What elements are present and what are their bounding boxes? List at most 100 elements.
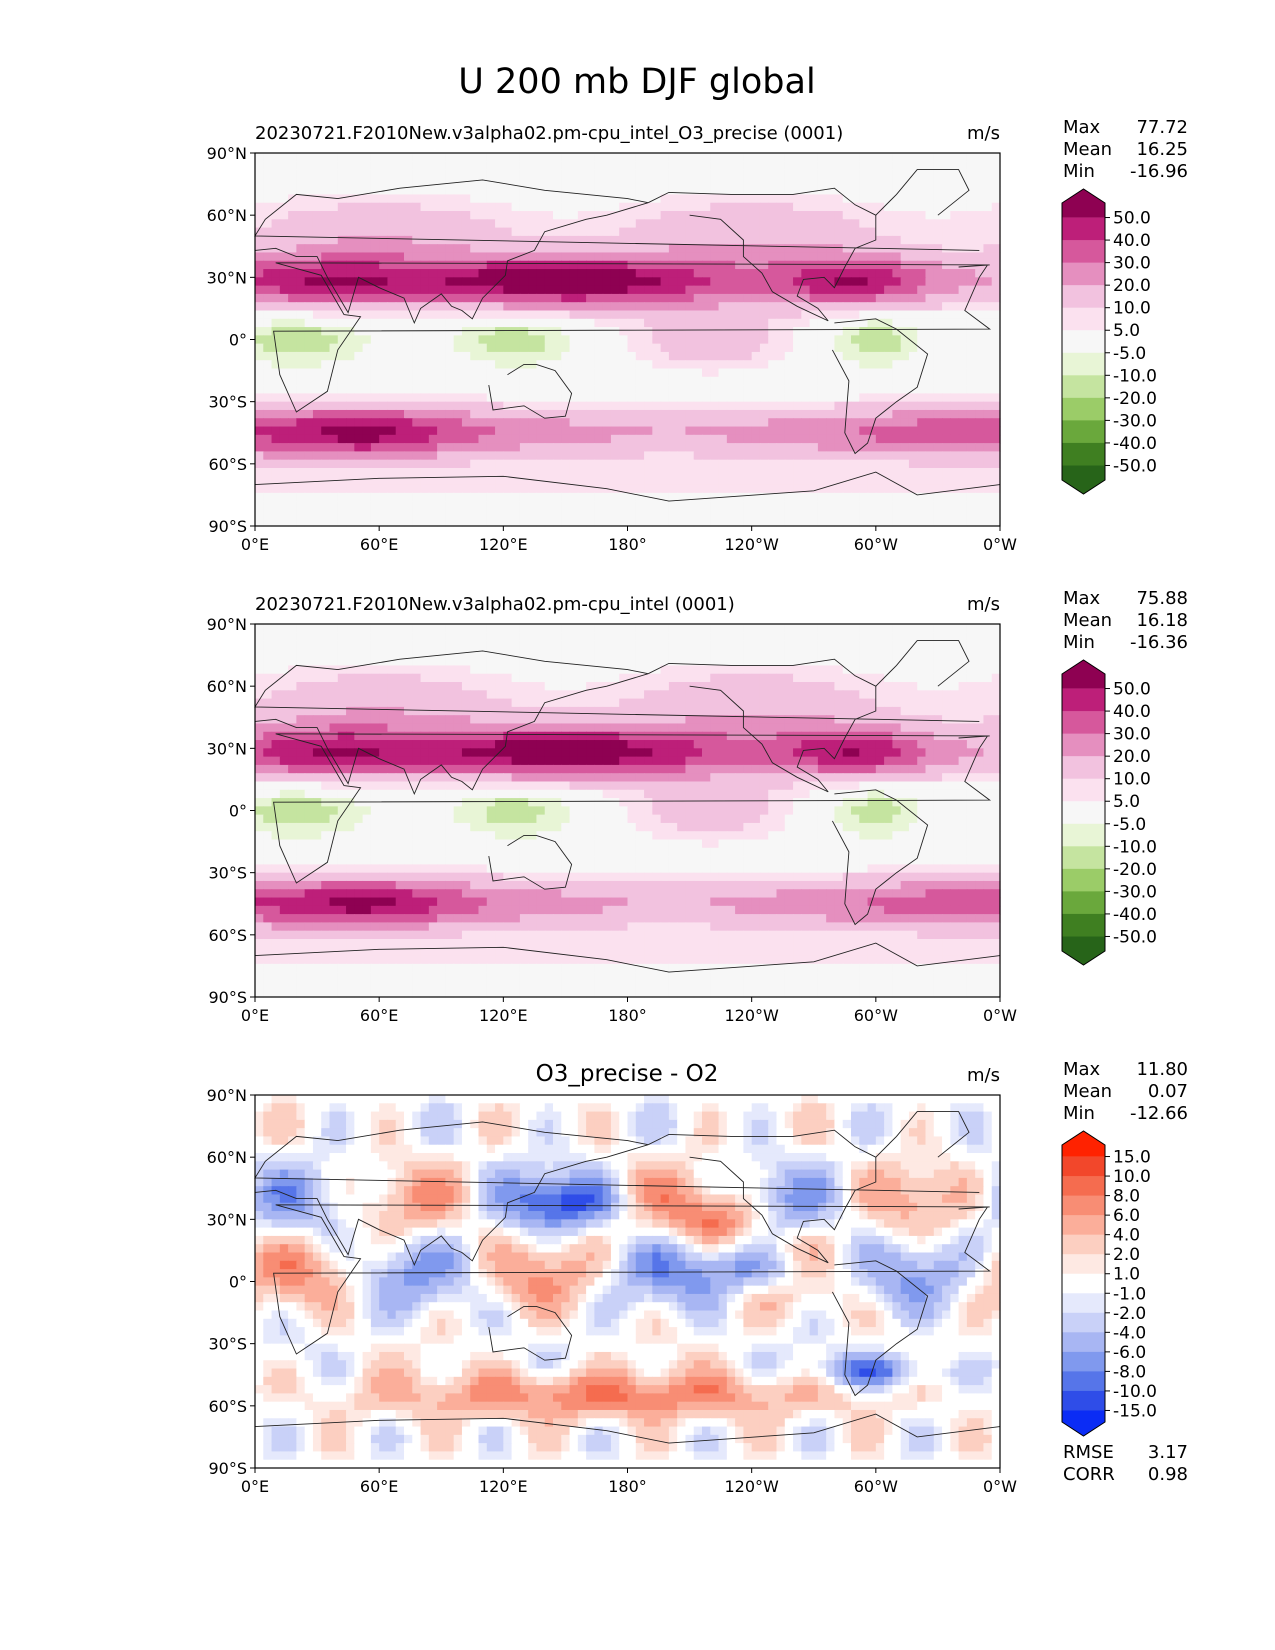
lat-tick-label: 60°N xyxy=(207,206,247,225)
stat-label: Max xyxy=(1063,588,1101,609)
colorbar-tick-label: 40.0 xyxy=(1113,231,1151,251)
lat-tick-label: 90°N xyxy=(207,615,247,634)
colorbar-tick-label: 5.0 xyxy=(1113,321,1140,341)
lon-tick-label: 120°W xyxy=(724,1477,779,1496)
stat-label: Min xyxy=(1063,1103,1095,1124)
lon-tick-label: 60°E xyxy=(360,1006,398,1025)
colorbar-tick-label: 40.0 xyxy=(1113,702,1151,722)
colorbar-tick-label: -6.0 xyxy=(1113,1343,1146,1363)
coastlines-reference xyxy=(254,640,1001,973)
colorbar-tick-label: -50.0 xyxy=(1113,456,1157,476)
lon-tick-label: 0°W xyxy=(983,1477,1017,1496)
lon-tick-label: 60°E xyxy=(360,1477,398,1496)
colorbar-tick-label: -4.0 xyxy=(1113,1323,1146,1343)
lon-tick-label: 0°W xyxy=(983,535,1017,554)
lon-tick-label: 180° xyxy=(608,535,647,554)
lon-tick-label: 60°W xyxy=(854,1006,898,1025)
colorbar-tick-label: 10.0 xyxy=(1113,299,1151,319)
lat-tick-label: 90°S xyxy=(208,517,247,536)
panel-units: m/s xyxy=(967,594,1000,615)
colorbar-tick-label: 4.0 xyxy=(1113,1226,1140,1246)
colorbar-tick-label: 20.0 xyxy=(1113,747,1151,767)
colorbar-tick-label: -10.0 xyxy=(1113,837,1157,857)
colorbar-tick-label: 10.0 xyxy=(1113,1167,1151,1187)
lon-tick-label: 180° xyxy=(608,1006,647,1025)
colorbar-tick-label: -10.0 xyxy=(1113,366,1157,386)
colorbar-tick-label: 1.0 xyxy=(1113,1265,1140,1285)
lat-tick-label: 30°S xyxy=(208,1335,247,1354)
panel-difference: 90°N 60°N 30°N 0° 30°S 60°S 90°S0°E 60°E 120°E 18… xyxy=(207,1059,1188,1496)
panel-title: 20230721.F2010New.v3alpha02.pm-cpu_intel… xyxy=(255,594,735,615)
lat-tick-label: 90°N xyxy=(207,144,247,163)
colorbar-tick-label: 8.0 xyxy=(1113,1187,1140,1207)
map-field-reference xyxy=(255,624,1001,998)
colorbar-tick-label: 2.0 xyxy=(1113,1245,1140,1265)
lon-tick-label: 180° xyxy=(608,1477,647,1496)
stat-value: 11.80 xyxy=(1136,1059,1188,1080)
lat-tick-label: 0° xyxy=(229,802,247,821)
lat-tick-label: 60°S xyxy=(208,926,247,945)
colorbar-tick-label: 30.0 xyxy=(1113,254,1151,274)
lat-tick-label: 0° xyxy=(229,1273,247,1292)
lon-tick-label: 0°E xyxy=(241,1006,269,1025)
panel-test: 90°N 60°N 30°N 0° 30°S 60°S 90°S0°E 60°E 120°E 18… xyxy=(207,117,1188,554)
metric-value: 3.17 xyxy=(1148,1442,1188,1463)
lon-tick-label: 0°E xyxy=(241,1477,269,1496)
lat-tick-label: 30°S xyxy=(208,393,247,412)
lat-tick-label: 30°S xyxy=(208,864,247,883)
colorbar-tick-label: -15.0 xyxy=(1113,1401,1157,1421)
colorbar-test: 50.040.0 30.020.0 10.05.0 -5.0-10.0 -20.0-30… xyxy=(1061,188,1157,495)
coastlines-test xyxy=(254,169,1001,502)
lon-tick-label: 60°W xyxy=(854,1477,898,1496)
colorbar-tick-label: -30.0 xyxy=(1113,882,1157,902)
colorbar-tick-label: -40.0 xyxy=(1113,905,1157,925)
colorbar-tick-label: 10.0 xyxy=(1113,770,1151,790)
colorbar-tick-label: 30.0 xyxy=(1113,725,1151,745)
colorbar-reference: 50.040.0 30.020.0 10.05.0 -5.0-10.0 -20.0-30… xyxy=(1061,659,1157,966)
colorbar-tick-label: 20.0 xyxy=(1113,276,1151,296)
panel-title: 20230721.F2010New.v3alpha02.pm-cpu_intel… xyxy=(255,123,843,144)
stat-value: -16.96 xyxy=(1130,161,1188,182)
lat-tick-label: 60°N xyxy=(207,1148,247,1167)
stat-label: Mean xyxy=(1063,610,1112,631)
colorbar-tick-label: -5.0 xyxy=(1113,344,1146,364)
stat-label: Max xyxy=(1063,117,1101,138)
colorbar-tick-label: -10.0 xyxy=(1113,1382,1157,1402)
stat-value: -12.66 xyxy=(1130,1103,1188,1124)
lat-tick-label: 60°N xyxy=(207,677,247,696)
colorbar-tick-label: -8.0 xyxy=(1113,1362,1146,1382)
stat-value: -16.36 xyxy=(1130,632,1188,653)
stat-value: 77.72 xyxy=(1136,117,1188,138)
panel-units: m/s xyxy=(967,1065,1000,1086)
lon-tick-label: 120°E xyxy=(479,1006,528,1025)
lat-tick-label: 0° xyxy=(229,331,247,350)
lon-tick-label: 0°W xyxy=(983,1006,1017,1025)
stat-value: 75.88 xyxy=(1136,588,1188,609)
lon-tick-label: 120°E xyxy=(479,535,528,554)
metric-value: 0.98 xyxy=(1148,1464,1188,1485)
colorbar-tick-label: -20.0 xyxy=(1113,860,1157,880)
colorbar-tick-label: 50.0 xyxy=(1113,680,1151,700)
colorbar-tick-label: -30.0 xyxy=(1113,411,1157,431)
colorbar-tick-label: -20.0 xyxy=(1113,389,1157,409)
colorbar-tick-label: 6.0 xyxy=(1113,1206,1140,1226)
lat-tick-label: 30°N xyxy=(207,739,247,758)
colorbar-tick-label: -40.0 xyxy=(1113,434,1157,454)
metric-label: RMSE xyxy=(1063,1442,1114,1463)
panel-units: m/s xyxy=(967,123,1000,144)
colorbar-tick-label: -2.0 xyxy=(1113,1304,1146,1324)
colorbar-difference: 15.010.08.06.04.02.01.0-1.0-2.0-4.0-6.0-… xyxy=(1061,1130,1157,1437)
lat-tick-label: 90°N xyxy=(207,1086,247,1105)
lat-tick-label: 60°S xyxy=(208,455,247,474)
panel-title: O3_precise - O2 xyxy=(536,1061,719,1087)
map-field-test xyxy=(255,153,1001,527)
panel-reference: 90°N 60°N 30°N 0° 30°S 60°S 90°S0°E 60°E 120°E 18… xyxy=(207,588,1188,1025)
stat-value: 16.25 xyxy=(1136,139,1188,160)
colorbar-tick-label: -50.0 xyxy=(1113,927,1157,947)
stat-label: Min xyxy=(1063,161,1095,182)
stat-value: 16.18 xyxy=(1136,610,1188,631)
colorbar-tick-label: -1.0 xyxy=(1113,1284,1146,1304)
stat-label: Max xyxy=(1063,1059,1101,1080)
figure-title: U 200 mb DJF global xyxy=(458,62,815,102)
lat-tick-label: 90°S xyxy=(208,988,247,1007)
